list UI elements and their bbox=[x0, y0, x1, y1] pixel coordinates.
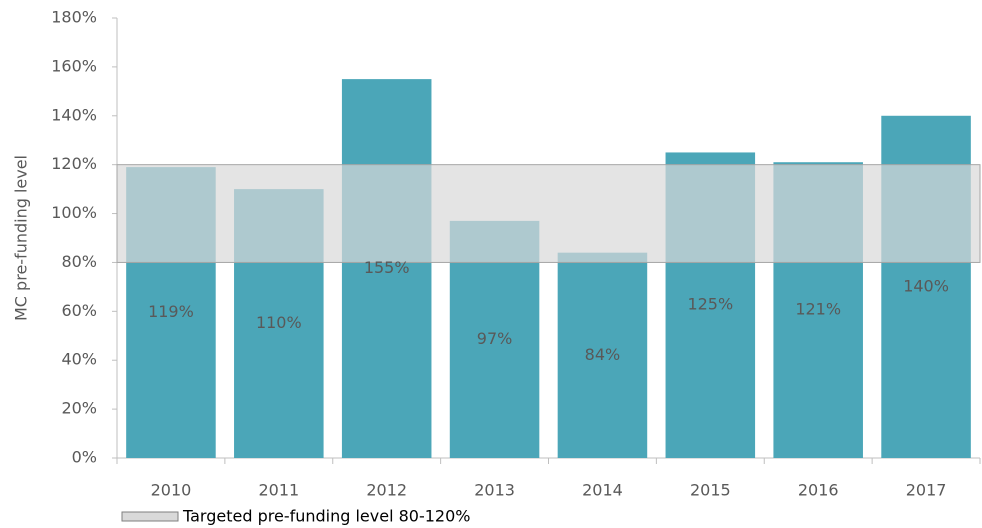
y-tick-label: 140% bbox=[51, 105, 97, 124]
y-tick-label: 40% bbox=[61, 350, 97, 369]
x-tick-label: 2016 bbox=[798, 481, 839, 500]
y-tick-label: 80% bbox=[61, 252, 97, 271]
data-label: 84% bbox=[585, 345, 621, 364]
data-label: 119% bbox=[148, 302, 194, 321]
bar bbox=[557, 252, 648, 458]
x-tick-label: 2015 bbox=[690, 481, 731, 500]
data-label: 97% bbox=[477, 329, 513, 348]
x-tick-label: 2017 bbox=[906, 481, 947, 500]
x-tick-label: 2013 bbox=[474, 481, 515, 500]
x-tick-label: 2011 bbox=[258, 481, 299, 500]
data-label: 121% bbox=[795, 300, 841, 319]
x-tick-label: 2012 bbox=[366, 481, 407, 500]
y-tick-label: 100% bbox=[51, 203, 97, 222]
y-tick-label: 60% bbox=[61, 301, 97, 320]
legend-label: Targeted pre-funding level 80-120% bbox=[182, 507, 471, 526]
data-label: 125% bbox=[687, 295, 733, 314]
y-tick-label: 120% bbox=[51, 154, 97, 173]
x-tick-label: 2010 bbox=[151, 481, 192, 500]
y-tick-label: 0% bbox=[72, 448, 97, 467]
y-tick-label: 160% bbox=[51, 56, 97, 75]
y-tick-label: 180% bbox=[51, 8, 97, 27]
data-label: 110% bbox=[256, 313, 302, 332]
target-band bbox=[116, 164, 981, 263]
y-axis-label: MC pre-funding level bbox=[12, 155, 31, 321]
data-label: 155% bbox=[364, 258, 410, 277]
x-tick-label: 2014 bbox=[582, 481, 623, 500]
bar bbox=[341, 79, 432, 458]
legend-swatch bbox=[121, 511, 179, 522]
data-label: 140% bbox=[903, 276, 949, 295]
y-tick-label: 20% bbox=[61, 399, 97, 418]
